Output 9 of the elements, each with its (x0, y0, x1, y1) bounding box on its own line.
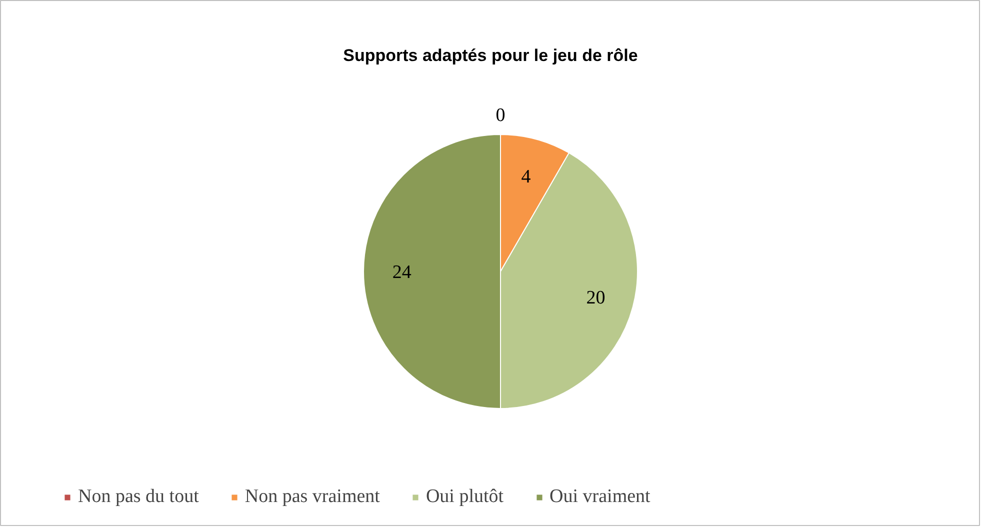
legend-label: Oui plutôt (426, 486, 504, 508)
data-label: 24 (392, 262, 412, 283)
data-label: 20 (586, 288, 606, 309)
legend-label: Oui vraiment (550, 486, 650, 508)
legend-label: Non pas vraiment (244, 486, 380, 508)
text: 0 (496, 105, 506, 126)
chart-title: Supports adaptés pour le jeu de rôle (343, 46, 638, 65)
data-label: 4 (521, 166, 532, 188)
legend-label: Non pas du tout (78, 486, 199, 508)
